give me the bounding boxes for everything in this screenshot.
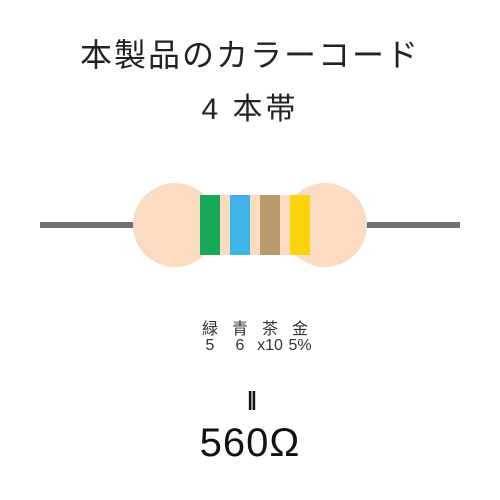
page-title: 本製品のカラーコード <box>80 30 420 76</box>
band-label-row: 緑青茶金 <box>0 315 500 335</box>
band-value-row: 56x105% <box>0 337 500 357</box>
band-name-3: 金 <box>282 315 318 339</box>
result-value: 560Ω <box>200 421 301 466</box>
band-value-3: 5% <box>282 337 318 355</box>
resistor-svg <box>0 153 500 313</box>
page-subtitle: 4 本帯 <box>201 84 298 128</box>
resistor-diagram <box>0 153 500 313</box>
equals-symbol: II <box>246 385 254 417</box>
